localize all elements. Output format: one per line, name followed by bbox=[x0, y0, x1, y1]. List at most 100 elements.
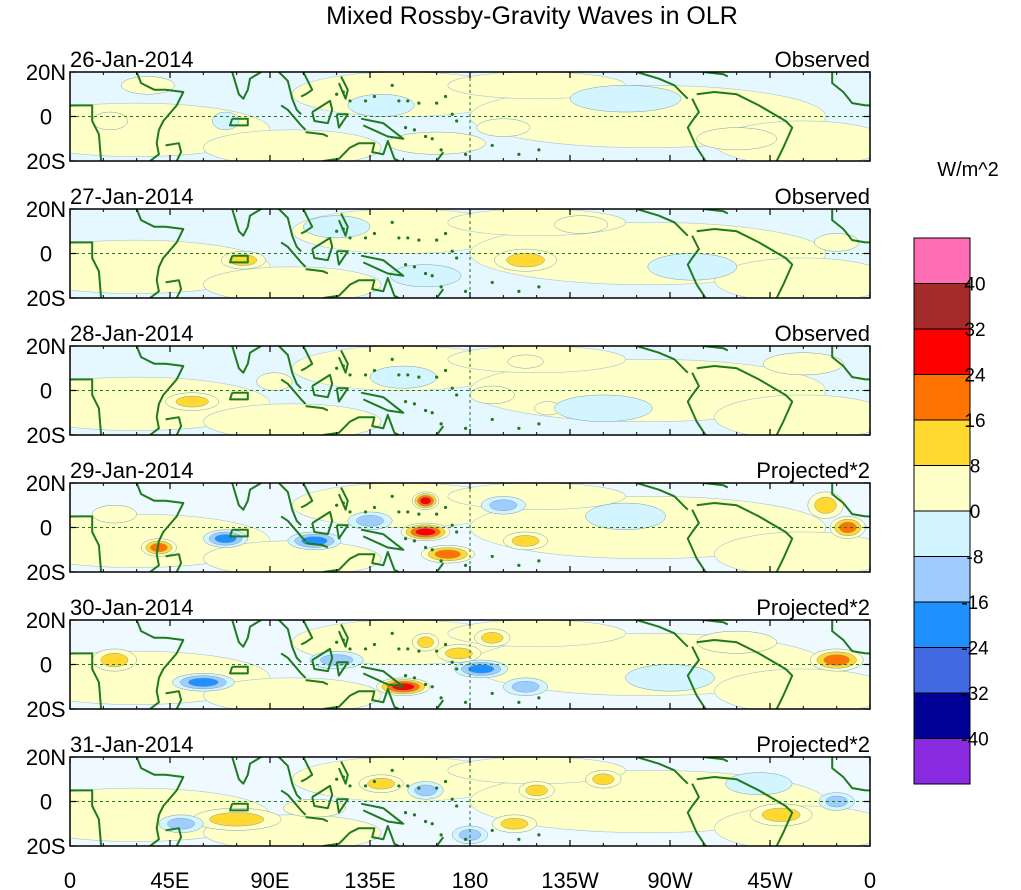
coastline bbox=[280, 515, 307, 542]
colorbar-label: -16 bbox=[961, 593, 988, 614]
island bbox=[439, 148, 443, 152]
x-tick-label: 90E bbox=[250, 868, 289, 890]
coastline bbox=[696, 365, 794, 435]
island bbox=[450, 797, 454, 801]
coastline bbox=[335, 387, 349, 403]
island bbox=[443, 779, 448, 784]
island bbox=[423, 819, 428, 824]
coastline bbox=[323, 414, 400, 435]
coastline bbox=[686, 98, 707, 161]
colorbar-swatch bbox=[913, 510, 971, 557]
island bbox=[335, 777, 339, 781]
coastline bbox=[696, 228, 794, 298]
island bbox=[412, 539, 417, 543]
coastline bbox=[335, 524, 349, 540]
field-contour bbox=[356, 515, 384, 527]
colorbar-swatch bbox=[913, 647, 971, 694]
x-tick-label: 135E bbox=[344, 868, 395, 890]
field-contour bbox=[203, 403, 382, 435]
coastline bbox=[831, 757, 870, 792]
island bbox=[390, 494, 394, 498]
island bbox=[537, 833, 541, 837]
panel-date: 30-Jan-2014 bbox=[70, 595, 194, 620]
island bbox=[537, 559, 541, 563]
field-contour bbox=[511, 681, 540, 693]
island bbox=[417, 786, 421, 790]
colorbar-swatch bbox=[913, 556, 971, 603]
island bbox=[423, 271, 428, 276]
field-contour bbox=[175, 395, 209, 408]
coastline bbox=[636, 483, 689, 511]
island bbox=[430, 685, 434, 689]
island bbox=[443, 505, 448, 510]
coastline bbox=[300, 209, 314, 235]
y-tick-label: 20N bbox=[26, 197, 66, 222]
coastline bbox=[278, 346, 302, 389]
island bbox=[450, 249, 454, 253]
island bbox=[390, 83, 394, 87]
y-tick-label: 20S bbox=[26, 560, 65, 585]
island bbox=[341, 638, 345, 642]
coastline bbox=[323, 551, 400, 572]
x-tick-label: 180 bbox=[452, 868, 489, 890]
field-contour bbox=[647, 253, 737, 281]
field-contour bbox=[500, 818, 529, 830]
coastline bbox=[335, 113, 349, 129]
coastline bbox=[165, 142, 183, 161]
island bbox=[406, 784, 410, 788]
island bbox=[463, 289, 468, 293]
coastline bbox=[135, 209, 185, 298]
coastline bbox=[831, 483, 870, 518]
field-contour bbox=[554, 394, 653, 422]
field-contour bbox=[763, 352, 844, 376]
island bbox=[517, 700, 521, 704]
panel: 20N 0 20S 31-Jan-2014 Projected*2 bbox=[26, 732, 871, 859]
island bbox=[455, 530, 459, 534]
coastline bbox=[323, 688, 400, 709]
field-contour bbox=[367, 778, 395, 790]
field-contour bbox=[507, 354, 544, 369]
field-contour bbox=[91, 111, 129, 131]
island bbox=[443, 642, 448, 647]
colorbar-label: 0 bbox=[970, 502, 981, 523]
panel: 20N 0 20S 29-Jan-2014 Projected*2 bbox=[26, 458, 871, 585]
island bbox=[403, 126, 408, 130]
coastline bbox=[696, 91, 794, 161]
field-contour bbox=[569, 85, 682, 113]
x-tick-label: 135W bbox=[541, 868, 599, 890]
panel-date: 31-Jan-2014 bbox=[70, 732, 194, 757]
field-contour bbox=[188, 677, 219, 687]
colorbar-label: -32 bbox=[961, 684, 988, 705]
panel: 20N 0 20S 27-Jan-2014 Observed bbox=[26, 184, 871, 311]
chart-title: Mixed Rossby-Gravity Waves in OLR bbox=[326, 2, 738, 30]
coastline bbox=[360, 528, 405, 551]
panel-date: 27-Jan-2014 bbox=[70, 184, 194, 209]
coastline bbox=[360, 802, 405, 825]
colorbar-swatch bbox=[913, 283, 971, 330]
coastline bbox=[280, 789, 307, 816]
island bbox=[363, 373, 368, 377]
coastline bbox=[300, 483, 314, 509]
island bbox=[490, 554, 494, 559]
y-tick-label: 0 bbox=[40, 242, 52, 267]
island bbox=[443, 94, 448, 99]
island bbox=[372, 505, 377, 510]
coastline bbox=[335, 250, 349, 266]
field-contour bbox=[209, 812, 265, 827]
field-contour bbox=[419, 496, 432, 505]
island bbox=[335, 229, 339, 233]
colorbar-label: 32 bbox=[964, 320, 985, 341]
island bbox=[439, 833, 443, 837]
coastline bbox=[323, 140, 400, 161]
island bbox=[423, 134, 428, 139]
coastline bbox=[335, 798, 349, 814]
island bbox=[537, 285, 541, 289]
island bbox=[463, 563, 468, 567]
island bbox=[390, 768, 394, 772]
field-contour bbox=[203, 129, 382, 161]
island bbox=[455, 804, 459, 808]
coastline bbox=[229, 254, 249, 264]
coastline bbox=[636, 209, 689, 237]
island bbox=[443, 231, 448, 236]
island bbox=[455, 667, 459, 671]
